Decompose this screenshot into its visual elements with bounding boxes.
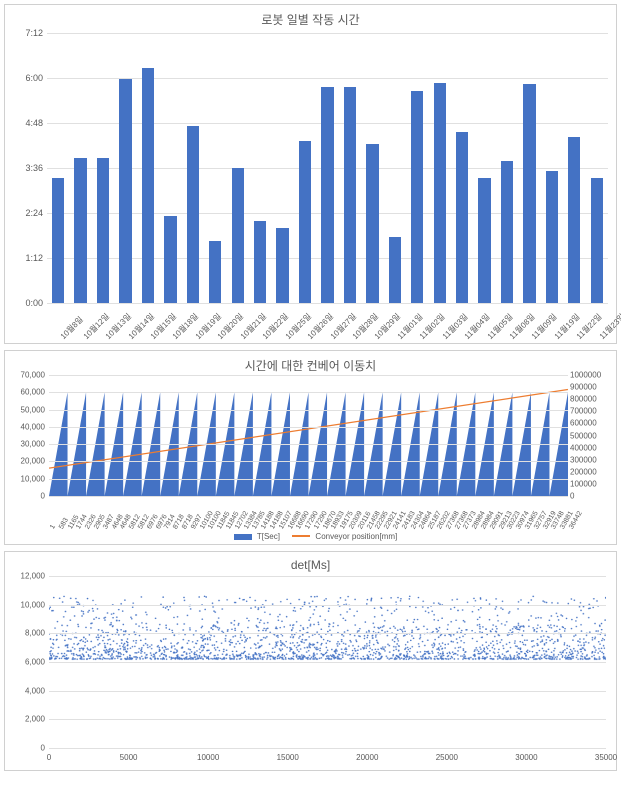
chart1-bar	[254, 221, 266, 304]
chart3-xlabel: 15000	[277, 753, 299, 762]
chart3-xlabel: 35000	[595, 753, 617, 762]
chart2-legend: T[Sec] Conveyor position[mm]	[5, 532, 616, 541]
chart3-gridline	[49, 691, 606, 692]
chart2-ylabel-right: 700000	[570, 407, 614, 416]
chart1-bar	[97, 158, 109, 303]
chart2-gridline	[49, 410, 568, 411]
chart1-bar	[276, 228, 288, 303]
chart1-ytick-label: 1:12	[7, 253, 43, 263]
chart1-title: 로봇 일별 작동 시간	[5, 5, 616, 30]
chart3-xlabel: 20000	[356, 753, 378, 762]
chart1-bar	[456, 132, 468, 303]
chart2-ylabel-left: 60,000	[7, 388, 45, 397]
chart3-ylabel: 0	[7, 744, 45, 753]
chart3-xlabel: 30000	[515, 753, 537, 762]
chart1-ytick-label: 4:48	[7, 118, 43, 128]
chart3-plot-area: 02,0004,0006,0008,00010,00012,0000500010…	[49, 576, 606, 748]
chart1-ytick-label: 6:00	[7, 73, 43, 83]
legend-label-line: Conveyor position[mm]	[315, 532, 397, 541]
chart3-gridline	[49, 719, 606, 720]
conveyor-position-chart: 시간에 대한 컨베어 이동치 010,00020,00030,00040,000…	[4, 350, 617, 545]
chart2-ylabel-right: 100000	[570, 479, 614, 488]
chart2-ylabel-right: 1000000	[570, 371, 614, 380]
chart2-ylabel-right: 900000	[570, 383, 614, 392]
legend-swatch-line	[292, 535, 310, 537]
chart3-xlabel: 5000	[120, 753, 138, 762]
chart1-bar	[187, 126, 199, 304]
chart1-bar	[142, 68, 154, 303]
chart3-xlabel: 25000	[436, 753, 458, 762]
chart2-gridline	[49, 496, 568, 497]
chart2-ylabel-left: 40,000	[7, 422, 45, 431]
det-scatter-chart: det[Ms] 02,0004,0006,0008,00010,00012,00…	[4, 551, 617, 771]
chart2-ylabel-left: 50,000	[7, 405, 45, 414]
chart2-xtick-label: 1	[49, 524, 57, 531]
chart1-bar	[568, 137, 580, 303]
chart2-ylabel-right: 800000	[570, 395, 614, 404]
chart2-gridline	[49, 444, 568, 445]
chart1-bar	[232, 168, 244, 303]
chart2-gridline	[49, 461, 568, 462]
chart2-ylabel-left: 0	[7, 492, 45, 501]
chart1-bar	[523, 84, 535, 303]
chart1-bar	[389, 237, 401, 303]
chart1-gridline	[47, 303, 608, 304]
chart1-bar	[591, 178, 603, 303]
chart3-gridline	[49, 748, 606, 749]
chart1-bar	[52, 178, 64, 303]
chart1-bar	[501, 161, 513, 304]
chart3-xlabel: 0	[47, 753, 51, 762]
chart1-bar	[74, 158, 86, 303]
daily-runtime-bar-chart: 로봇 일별 작동 시간 0:001:122:243:364:486:007:12…	[4, 4, 617, 344]
chart3-gridline	[49, 576, 606, 577]
chart2-ylabel-left: 30,000	[7, 440, 45, 449]
chart1-ytick-label: 2:24	[7, 208, 43, 218]
chart2-title: 시간에 대한 컨베어 이동치	[5, 351, 616, 376]
chart1-xtick-label: 10월8일	[58, 314, 86, 342]
legend-swatch-area	[234, 534, 252, 540]
chart1-bar	[209, 241, 221, 304]
chart2-ylabel-right: 600000	[570, 419, 614, 428]
chart2-gridline	[49, 479, 568, 480]
chart3-ylabel: 4,000	[7, 686, 45, 695]
chart3-title: det[Ms]	[5, 552, 616, 574]
chart2-gridline	[49, 375, 568, 376]
chart2-ylabel-right: 0	[570, 492, 614, 501]
chart1-bar	[344, 87, 356, 303]
chart2-ylabel-right: 500000	[570, 431, 614, 440]
chart1-bar	[321, 87, 333, 303]
chart3-ylabel: 6,000	[7, 658, 45, 667]
chart1-bar	[164, 216, 176, 304]
chart2-ylabel-left: 10,000	[7, 474, 45, 483]
chart3-ylabel: 12,000	[7, 572, 45, 581]
chart1-ytick-label: 7:12	[7, 28, 43, 38]
chart1-bar	[299, 141, 311, 304]
chart1-bar	[366, 144, 378, 303]
chart2-ylabel-right: 200000	[570, 467, 614, 476]
chart2-ylabel-left: 70,000	[7, 371, 45, 380]
chart1-ytick-label: 3:36	[7, 163, 43, 173]
chart2-plot-area: 010,00020,00030,00040,00050,00060,00070,…	[49, 375, 568, 496]
chart2-ylabel-left: 20,000	[7, 457, 45, 466]
chart3-gridline	[49, 633, 606, 634]
chart1-plot-area: 0:001:122:243:364:486:007:1210월8일10월12일1…	[47, 33, 608, 303]
chart3-ylabel: 8,000	[7, 629, 45, 638]
chart1-bar	[546, 171, 558, 304]
chart3-xlabel: 10000	[197, 753, 219, 762]
chart3-ylabel: 2,000	[7, 715, 45, 724]
chart2-ylabel-right: 400000	[570, 443, 614, 452]
chart1-ytick-label: 0:00	[7, 298, 43, 308]
chart1-gridline	[47, 33, 608, 34]
chart2-gridline	[49, 427, 568, 428]
chart3-gridline	[49, 662, 606, 663]
chart2-ylabel-right: 300000	[570, 455, 614, 464]
legend-label-area: T[Sec]	[257, 532, 280, 541]
chart1-bar	[478, 178, 490, 303]
chart1-bar	[119, 79, 131, 303]
chart1-bar	[411, 91, 423, 304]
chart3-gridline	[49, 605, 606, 606]
chart3-ylabel: 10,000	[7, 600, 45, 609]
chart2-gridline	[49, 392, 568, 393]
chart1-bar	[434, 83, 446, 303]
